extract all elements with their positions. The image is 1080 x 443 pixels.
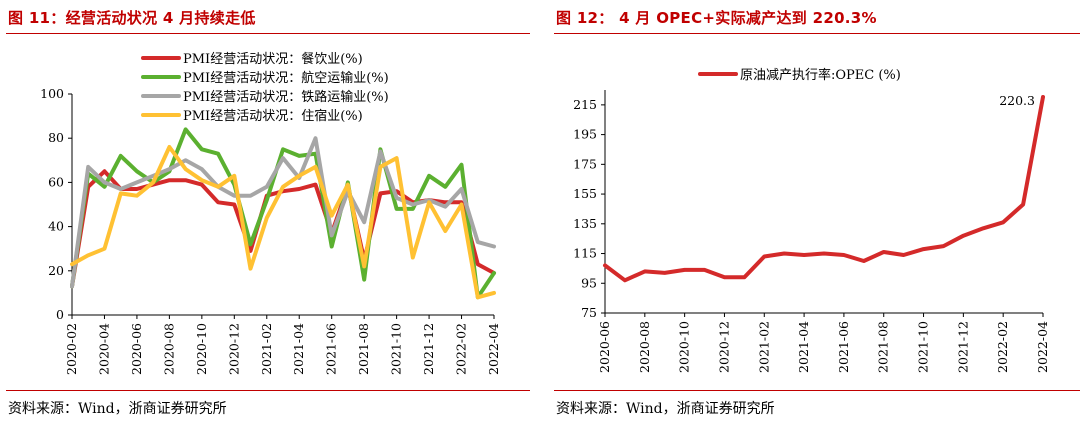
left-legend-label-4: PMI经营活动状况：住宿业(%) (183, 108, 363, 124)
left-title-rule (6, 33, 530, 34)
right-x-tick-label: 2020-08 (637, 321, 652, 373)
right-y-tick-label: 195 (573, 127, 597, 142)
right-y-tick-label: 135 (573, 216, 597, 231)
right-x-tick-label: 2021-12 (955, 321, 970, 373)
left-y-tick-label: 100 (40, 86, 64, 101)
left-x-tick-label: 2020-10 (194, 323, 209, 375)
right-y-tick-label: 215 (573, 97, 597, 112)
left-series-line-4 (70, 145, 496, 300)
left-legend-label-3: PMI经营活动状况：铁路运输业(%) (183, 89, 389, 105)
right-line-chart: 75 95 115 135 155 175 195 215 2020-06 2020-08 2020… (573, 67, 1050, 373)
left-x-tick-label: 2021-06 (324, 323, 339, 375)
left-y-tick-label: 80 (48, 130, 64, 145)
left-x-tick-label: 2021-08 (356, 323, 371, 375)
right-x-tick-label: 2021-02 (756, 321, 771, 373)
left-y-tick-label: 40 (48, 219, 64, 234)
right-x-tick-label: 2020-06 (597, 321, 612, 373)
right-y-tick-label: 75 (581, 305, 597, 320)
left-bottom-rule (6, 390, 530, 391)
left-x-tick-label: 2022-02 (454, 323, 469, 375)
right-y-tick-label: 95 (581, 275, 597, 290)
left-x-tick-label: 2022-04 (486, 323, 501, 375)
left-x-tick-label: 2021-10 (389, 323, 404, 375)
left-x-tick-label: 2020-12 (226, 323, 241, 375)
left-y-tick-label: 60 (48, 174, 64, 189)
right-y-tick-label: 175 (573, 156, 597, 171)
right-source-note: 资料来源：Wind，浙商证券研究所 (556, 401, 775, 417)
right-data-label-last: 220.3 (999, 93, 1035, 108)
left-figure-panel: 图 11：经营活动状况 4 月持续走低 0 20 40 60 80 100 2020-02 2… (0, 0, 530, 443)
right-x-tick-label: 2020-12 (716, 321, 731, 373)
right-x-tick-label: 2020-10 (677, 321, 692, 373)
right-x-tick-label: 2021-10 (916, 321, 931, 373)
left-x-tick-label: 2021-04 (291, 323, 306, 375)
left-legend-label-1: PMI经营活动状况：餐饮业(%) (183, 51, 363, 67)
left-x-tick-label: 2021-12 (421, 323, 436, 375)
right-series-line-1 (603, 95, 1045, 283)
left-x-tick-label: 2021-02 (259, 323, 274, 375)
right-title-rule (554, 33, 1080, 34)
right-x-tick-label: 2022-04 (1035, 321, 1050, 373)
left-series-line-3 (70, 136, 496, 289)
left-y-tick-label: 0 (56, 307, 64, 322)
right-x-tick-label: 2022-02 (995, 321, 1010, 373)
left-line-chart: 0 20 40 60 80 100 2020-02 2020-04 2020-06 2020-08… (40, 51, 501, 375)
right-x-tick-label: 2021-04 (796, 321, 811, 373)
right-legend-label-1: 原油减产执行率:OPEC (%) (740, 67, 901, 83)
left-y-tick-label: 20 (48, 263, 64, 278)
right-x-tick-label: 2021-08 (876, 321, 891, 373)
right-figure-panel: 图 12： 4 月 OPEC+实际减产达到 220.3% 75 95 115 135 1… (548, 0, 1080, 443)
left-legend-label-2: PMI经营活动状况：航空运输业(%) (183, 70, 389, 86)
right-figure-title: 图 12： 4 月 OPEC+实际减产达到 220.3% (556, 9, 877, 27)
left-x-tick-label: 2020-04 (96, 323, 111, 375)
right-y-tick-label: 155 (573, 186, 597, 201)
left-x-tick-label: 2020-02 (64, 323, 79, 375)
left-figure-title: 图 11：经营活动状况 4 月持续走低 (8, 9, 256, 27)
left-x-tick-label: 2020-08 (161, 323, 176, 375)
left-x-tick-label: 2020-06 (129, 323, 144, 375)
right-bottom-rule (554, 390, 1080, 391)
left-source-note: 资料来源：Wind，浙商证券研究所 (8, 401, 227, 417)
right-x-tick-label: 2021-06 (836, 321, 851, 373)
left-series-line-2 (70, 127, 496, 300)
right-y-tick-label: 115 (573, 246, 597, 261)
